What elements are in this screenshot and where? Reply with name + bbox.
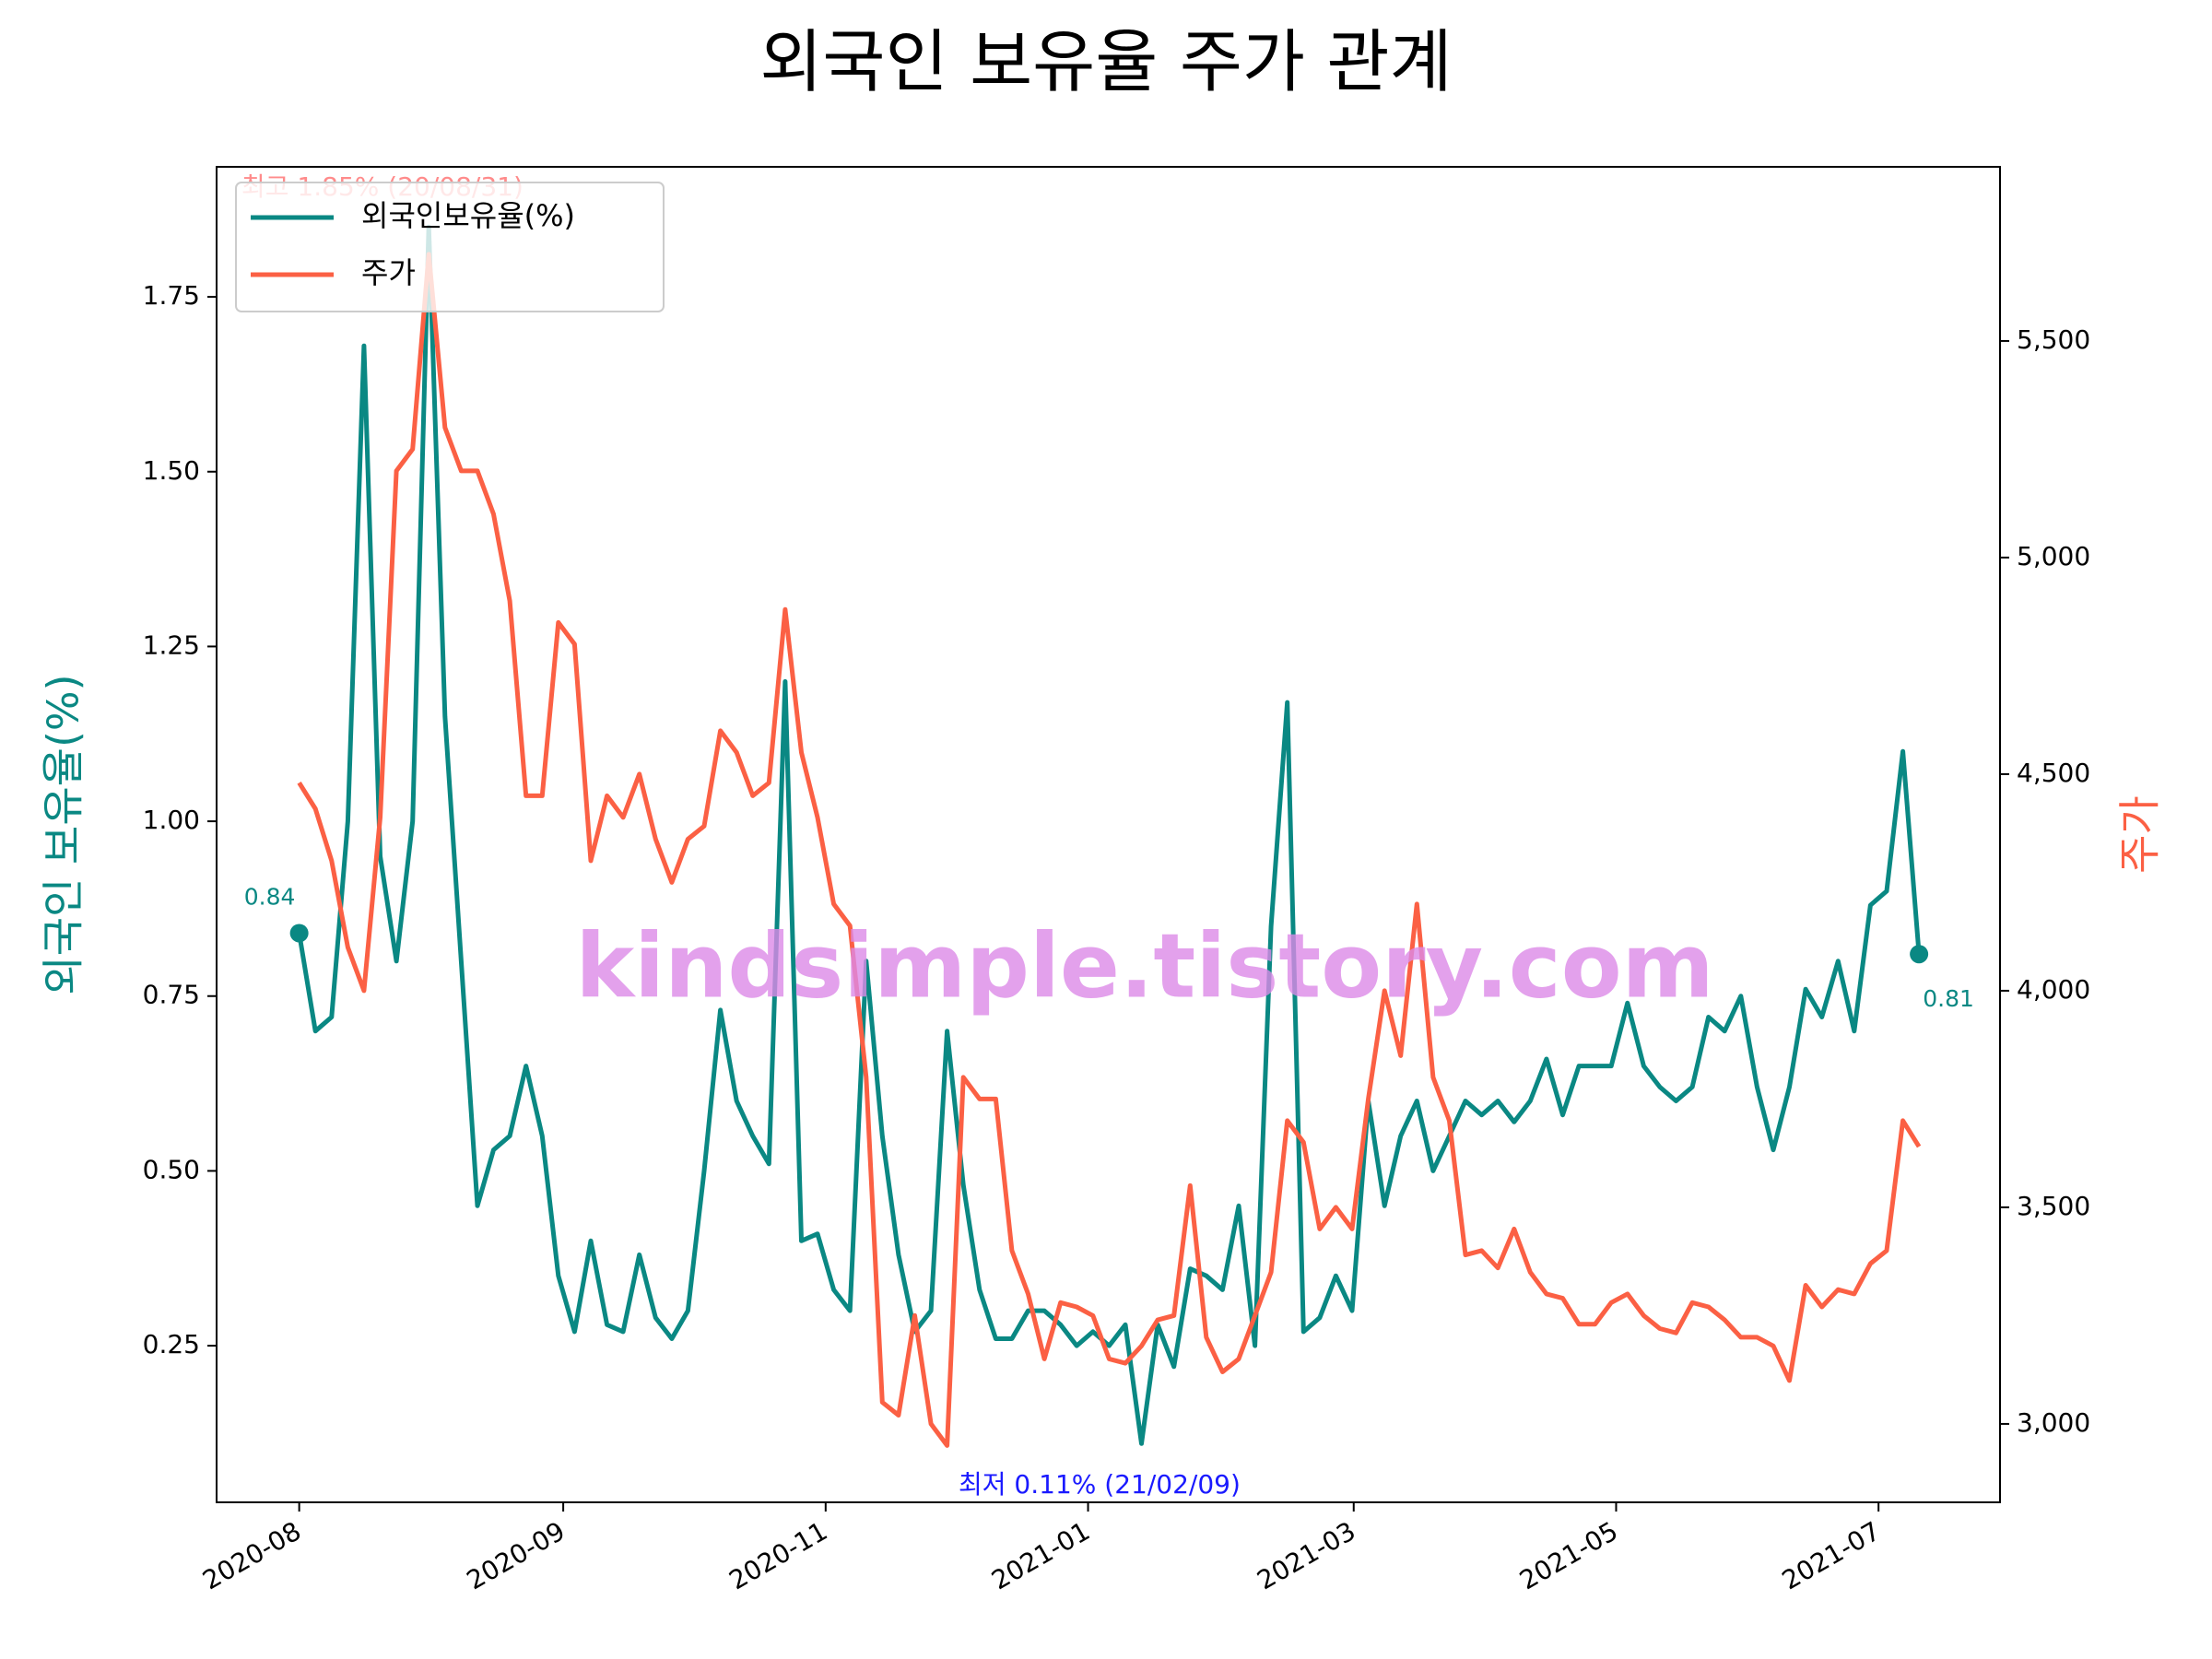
y-tick-label: 1.00 [143, 805, 200, 835]
start-annotation: 0.84 [244, 883, 296, 910]
y2-tick-label: 3,000 [2017, 1407, 2090, 1438]
y2-axis-label: 주가 [2115, 795, 2165, 874]
chart-title: 외국인 보유율 주가 관계 [759, 23, 1452, 102]
y2-tick-label: 4,500 [2017, 758, 2090, 788]
legend: 외국인보유율(%) 주가 [235, 182, 665, 312]
plot-frame [216, 166, 2001, 1503]
y-axis-label: 외국인 보유율(%) [39, 674, 88, 994]
y-tick-label: 1.50 [143, 455, 200, 486]
legend-box [235, 182, 665, 312]
y-tick-label: 1.25 [143, 629, 200, 660]
x-tick-label: 2021-05 [1514, 1515, 1623, 1595]
y2-tick-label: 5,000 [2017, 541, 2090, 571]
x-tick-label: 2020-09 [462, 1515, 571, 1595]
x-tick-label: 2020-08 [197, 1515, 306, 1595]
legend-label: 주가 [361, 255, 416, 290]
min-annotation: 최저 0.11% (21/02/09) [959, 1469, 1241, 1500]
series-line [297, 252, 1922, 1448]
y-tick-label: 0.75 [143, 980, 200, 1010]
series-line [297, 224, 1922, 1446]
end-annotation: 0.81 [1923, 985, 1974, 1012]
x-tick-label: 2021-07 [1777, 1515, 1886, 1595]
end-marker [1910, 945, 1929, 964]
y-tick-label: 1.75 [143, 280, 200, 311]
y2-tick-label: 4,000 [2017, 974, 2090, 1005]
y2-tick-label: 3,500 [2017, 1191, 2090, 1221]
legend-label: 외국인보유율(%) [361, 198, 575, 233]
x-tick-label: 2020-11 [724, 1515, 832, 1595]
y-tick-label: 0.25 [143, 1329, 200, 1359]
x-tick-label: 2021-03 [1252, 1515, 1360, 1595]
start-marker [289, 924, 309, 943]
x-tick-label: 2021-01 [986, 1515, 1095, 1595]
y-tick-label: 0.50 [143, 1154, 200, 1184]
watermark: kindsimple.tistory.com [575, 914, 1713, 1018]
y2-tick-label: 5,500 [2017, 324, 2090, 355]
